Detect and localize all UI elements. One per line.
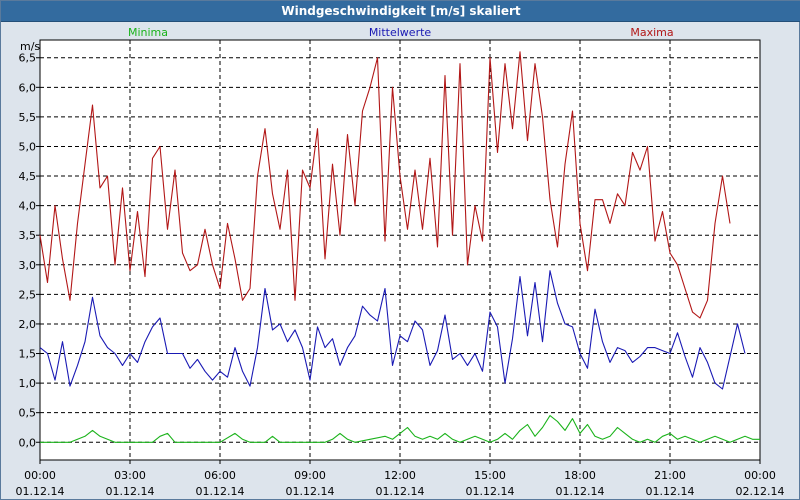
chart-title: Windgeschwindigkeit [m/s] skaliert	[1, 1, 800, 22]
y-tick-label: 0,0	[19, 436, 37, 449]
y-axis-ticks: 0,0 0,5 1,0 1,5 2,0 2,5 3,0 3,5 4,0 4,5 5,0 5,5 6,0 6…	[19, 52, 40, 449]
y-tick-label: 4,0	[19, 200, 37, 213]
y-tick-label: 2,0	[19, 318, 37, 331]
y-tick-label: 0,5	[19, 407, 37, 420]
x-tick-time: 06:00	[204, 469, 236, 482]
y-tick-label: 1,5	[19, 348, 37, 361]
x-tick-date: 01.12.14	[196, 485, 245, 498]
y-tick-label: 6,5	[19, 52, 37, 65]
series-line-minima	[40, 415, 760, 443]
x-tick-time: 00:00	[744, 469, 776, 482]
y-tick-label: 3,0	[19, 259, 37, 272]
x-tick-date: 01.12.14	[556, 485, 605, 498]
y-tick-label: 5,0	[19, 140, 37, 153]
x-tick-time: 09:00	[294, 469, 326, 482]
legend-maxima: Maxima	[630, 26, 673, 39]
legend: Minima Mittelwerte Maxima	[128, 26, 674, 39]
x-tick-time: 15:00	[474, 469, 506, 482]
x-tick-time: 12:00	[384, 469, 416, 482]
y-axis-label: m/s	[20, 40, 40, 53]
y-tick-label: 6,0	[19, 81, 37, 94]
series-lines	[39, 51, 760, 443]
y-tick-label: 1,0	[19, 377, 37, 390]
x-tick-time: 21:00	[654, 469, 686, 482]
vertical-gridlines	[129, 40, 671, 460]
x-axis-ticks: 00:00 01.12.14 03:00 01.12.14 06:00 01.12.14 0…	[16, 460, 785, 498]
series-line-mittelwerte	[39, 270, 746, 390]
x-tick-time: 18:00	[564, 469, 596, 482]
y-tick-label: 3,5	[19, 229, 37, 242]
y-tick-label: 2,5	[19, 288, 37, 301]
x-tick-time: 03:00	[114, 469, 146, 482]
x-tick-date: 01.12.14	[16, 485, 65, 498]
x-tick-date: 01.12.14	[286, 485, 335, 498]
x-tick-date: 01.12.14	[376, 485, 425, 498]
y-tick-label: 4,5	[19, 170, 37, 183]
legend-mittelwerte: Mittelwerte	[369, 26, 432, 39]
x-tick-date: 01.12.14	[466, 485, 515, 498]
x-tick-date: 02.12.14	[736, 485, 785, 498]
x-tick-date: 01.12.14	[106, 485, 155, 498]
y-tick-label: 5,5	[19, 111, 37, 124]
x-tick-date: 01.12.14	[646, 485, 695, 498]
x-tick-time: 00:00	[24, 469, 56, 482]
legend-minima: Minima	[128, 26, 168, 39]
series-line-maxima	[39, 51, 731, 319]
